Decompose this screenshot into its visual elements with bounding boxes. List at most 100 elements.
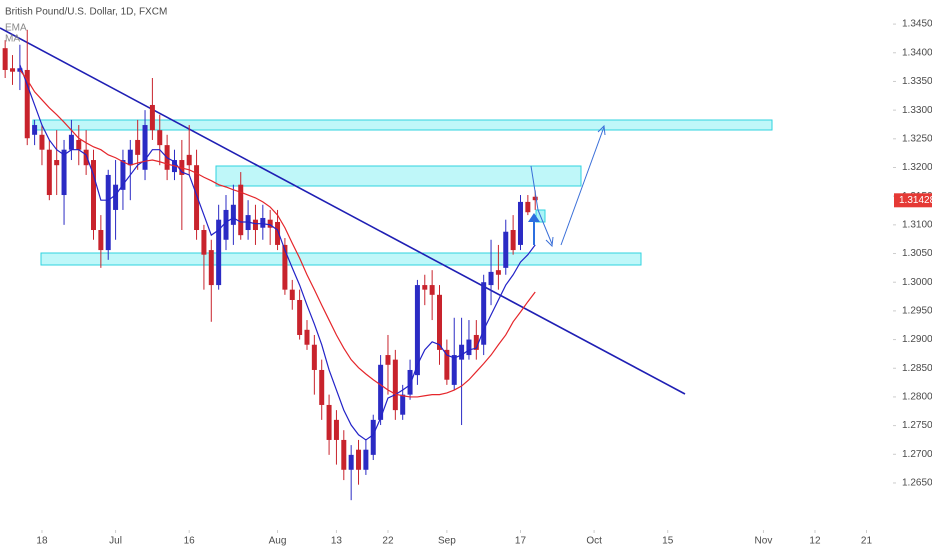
y-tick-label: 1.26500 — [902, 478, 932, 489]
last-price-box — [894, 193, 932, 208]
candle-body — [510, 230, 516, 251]
candle-body — [32, 125, 38, 135]
candle-body — [17, 68, 23, 72]
candle-body — [429, 285, 435, 295]
candle-body — [451, 355, 457, 385]
candle-body — [532, 196, 538, 201]
x-tick-label: 13 — [331, 536, 343, 547]
projection-arrow — [560, 126, 605, 246]
candle-body — [333, 419, 339, 440]
chart-title: British Pound/U.S. Dollar, 1D, FXCM — [5, 7, 167, 18]
candle-body — [466, 339, 472, 356]
candle-body — [304, 329, 310, 345]
candle-body — [356, 449, 362, 470]
indicator-line — [19, 64, 536, 441]
projection-arrow — [530, 165, 553, 245]
candle-body — [473, 334, 479, 350]
candle-body — [503, 231, 509, 268]
y-tick-label: 1.28000 — [902, 392, 932, 403]
candle-body — [10, 68, 16, 72]
candle-body — [378, 364, 384, 420]
arrow-head — [597, 124, 606, 136]
y-tick-label: 1.27000 — [902, 449, 932, 460]
y-tick-label: 1.33500 — [902, 76, 932, 87]
candle-body — [120, 160, 126, 190]
candle-body — [267, 219, 273, 228]
candle-body — [61, 149, 67, 196]
x-tick-label: 18 — [36, 536, 48, 547]
candle-body — [127, 149, 133, 166]
candle-body — [83, 149, 89, 166]
candle-body — [252, 219, 258, 231]
candle-body — [444, 349, 450, 380]
x-tick-label: Oct — [586, 536, 602, 547]
candle-body — [414, 285, 420, 376]
candle-body — [407, 369, 413, 395]
candle-body — [400, 394, 406, 415]
x-tick-label: 21 — [861, 536, 873, 547]
legend-entry: MA — [5, 34, 20, 45]
y-tick-label: 1.28500 — [902, 363, 932, 374]
candle-body — [24, 69, 30, 139]
y-tick-label: 1.34500 — [902, 19, 932, 30]
candle-body — [282, 244, 288, 290]
plot — [2, 29, 538, 501]
candle-body — [525, 201, 531, 213]
candle-body — [39, 134, 45, 150]
candle-body — [326, 404, 332, 440]
resistance-zone — [32, 119, 773, 131]
candle-body — [488, 271, 494, 286]
candle-body — [341, 439, 347, 470]
candle-body — [275, 221, 281, 245]
candle-body — [157, 130, 163, 146]
candle-body — [385, 355, 391, 365]
candle-body — [392, 359, 398, 411]
candle-body — [2, 48, 8, 70]
candle-body — [54, 160, 60, 166]
candle-body — [216, 219, 222, 286]
candle-body — [238, 184, 244, 236]
candle-body — [76, 139, 82, 150]
candle-body — [289, 289, 295, 300]
last-price-label: 1.31428 — [899, 195, 932, 206]
candle-body — [422, 285, 428, 290]
trend-line — [0, 27, 686, 395]
candle-body — [142, 125, 148, 170]
candle-body — [517, 201, 523, 245]
candle-body — [459, 344, 465, 360]
x-tick-label: Sep — [438, 536, 456, 547]
candle-body — [98, 230, 104, 251]
y-tick-label: 1.30500 — [902, 248, 932, 259]
y-tick-label: 1.33000 — [902, 105, 932, 116]
candle-body — [208, 250, 214, 286]
x-tick-label: 17 — [515, 536, 527, 547]
x-tick-label: 15 — [662, 536, 674, 547]
candle-body — [105, 174, 111, 251]
candle-body — [230, 204, 236, 225]
candle-body — [149, 104, 155, 131]
y-tick-label: 1.27500 — [902, 420, 932, 431]
candle-body — [311, 344, 317, 370]
candle-body — [135, 139, 141, 155]
y-tick-label: 1.30000 — [902, 277, 932, 288]
y-tick-label: 1.29000 — [902, 334, 932, 345]
candle-body — [90, 160, 96, 231]
candle-body — [481, 282, 487, 345]
candle-body — [297, 299, 303, 335]
bullish-arrow — [528, 213, 540, 245]
candle-body — [201, 230, 207, 255]
x-tick-label: Aug — [269, 536, 287, 547]
candle-body — [437, 294, 443, 350]
candle-body — [319, 369, 325, 405]
support-zone — [40, 252, 642, 266]
candle-body — [260, 217, 266, 228]
candle-body — [495, 270, 501, 275]
candle-body — [370, 419, 376, 455]
candle-body — [113, 184, 119, 210]
y-tick-label: 1.32500 — [902, 133, 932, 144]
candle-body — [194, 165, 200, 231]
resistance-zone — [215, 165, 582, 187]
y-tick-label: 1.29500 — [902, 306, 932, 317]
